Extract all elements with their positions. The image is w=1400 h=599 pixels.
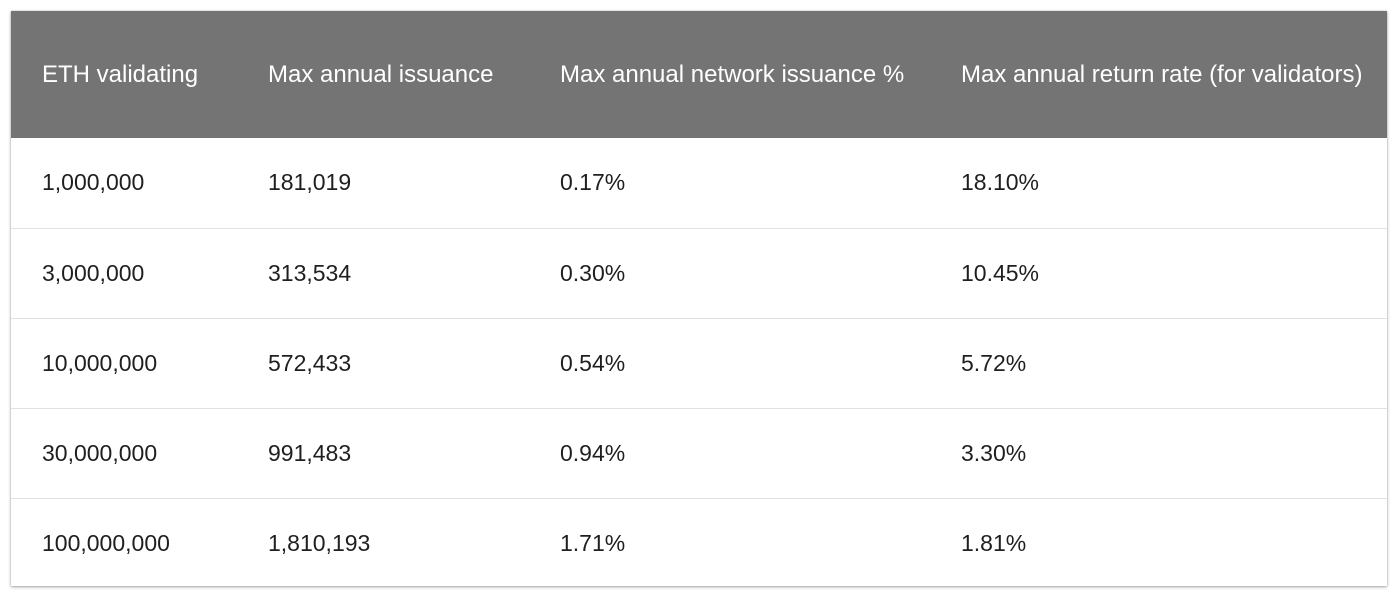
cell-max-annual-issuance: 572,433 — [268, 349, 352, 376]
cell-eth-validating: 30,000,000 — [42, 439, 158, 466]
cell-network-issuance-pct: 0.54% — [560, 349, 626, 376]
issuance-table-card: ETH validating Max annual issuance Max a… — [11, 11, 1387, 586]
header-eth-validating: ETH validating — [42, 60, 199, 88]
cell-max-annual-issuance: 991,483 — [268, 439, 352, 466]
table-row: 100,000,000 1,810,193 1.71% 1.81% — [11, 498, 1387, 586]
cell-return-rate: 5.72% — [961, 349, 1027, 376]
cell-network-issuance-pct: 0.30% — [560, 259, 626, 286]
cell-eth-validating: 10,000,000 — [42, 349, 158, 376]
cell-eth-validating: 100,000,000 — [42, 529, 170, 556]
cell-network-issuance-pct: 0.17% — [560, 169, 626, 196]
table-header: ETH validating Max annual issuance Max a… — [11, 11, 1387, 138]
table-row: 10,000,000 572,433 0.54% 5.72% — [11, 318, 1387, 408]
cell-max-annual-issuance: 1,810,193 — [268, 529, 371, 556]
cell-return-rate: 18.10% — [961, 169, 1040, 196]
cell-eth-validating: 1,000,000 — [42, 169, 145, 196]
header-max-annual-issuance: Max annual issuance — [268, 60, 494, 88]
cell-max-annual-issuance: 313,534 — [268, 259, 352, 286]
issuance-table: ETH validating Max annual issuance Max a… — [11, 11, 1387, 586]
table-row: 3,000,000 313,534 0.30% 10.45% — [11, 228, 1387, 318]
table-body: 1,000,000 181,019 0.17% 18.10% 3,000,000… — [11, 138, 1387, 586]
header-max-annual-network-issuance: Max annual network issuance % — [560, 60, 905, 88]
cell-return-rate: 1.81% — [961, 529, 1027, 556]
cell-return-rate: 10.45% — [961, 259, 1040, 286]
cell-eth-validating: 3,000,000 — [42, 259, 145, 286]
cell-return-rate: 3.30% — [961, 439, 1027, 466]
cell-max-annual-issuance: 181,019 — [268, 169, 352, 196]
cell-network-issuance-pct: 0.94% — [560, 439, 626, 466]
table-row: 30,000,000 991,483 0.94% 3.30% — [11, 408, 1387, 498]
header-max-annual-return-rate: Max annual return rate (for validators) — [961, 60, 1363, 88]
header-row: ETH validating Max annual issuance Max a… — [11, 11, 1387, 138]
cell-network-issuance-pct: 1.71% — [560, 529, 626, 556]
table-row: 1,000,000 181,019 0.17% 18.10% — [11, 138, 1387, 228]
